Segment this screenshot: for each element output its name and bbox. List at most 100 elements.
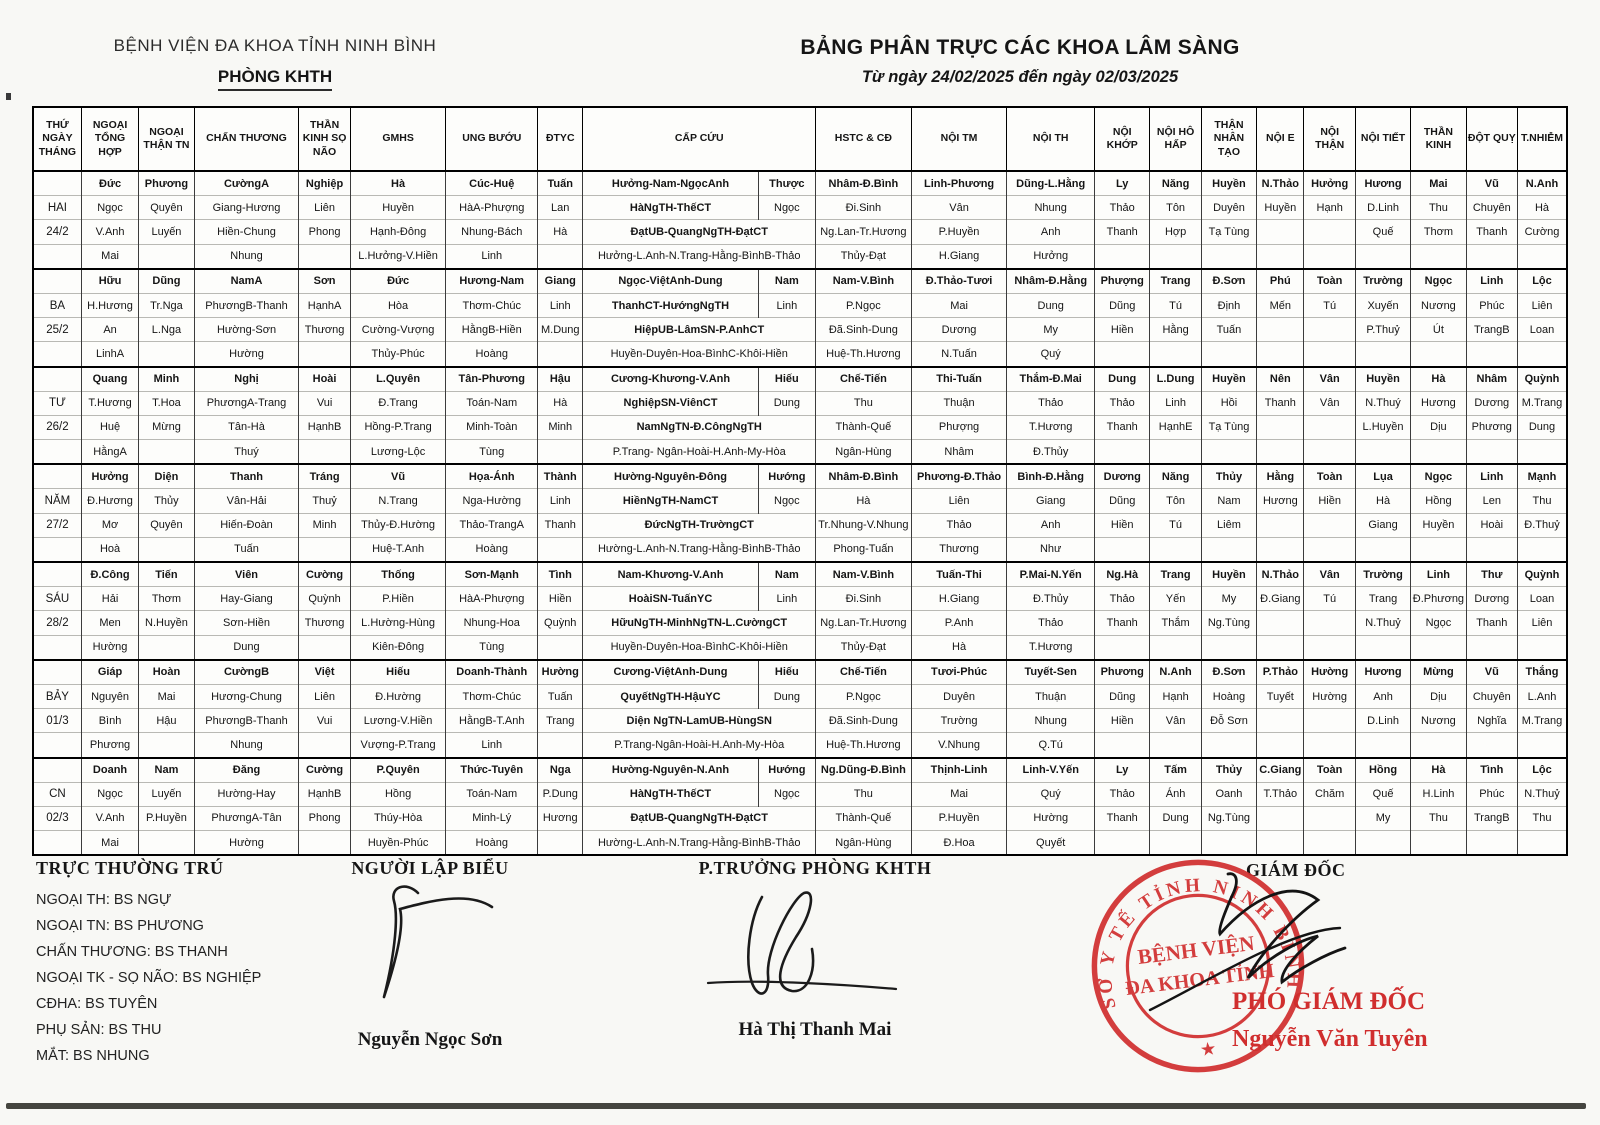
duty-cell: L.Hường-Hùng	[349, 610, 447, 636]
column-header-noi-ho-hap: NỘI HÔ HẤP	[1149, 106, 1202, 172]
duty-cell: 25/2	[32, 317, 82, 342]
duty-cell: Nương	[1410, 292, 1467, 318]
duty-cell: Linh	[1465, 267, 1518, 294]
duty-cell: Mừng	[138, 414, 195, 440]
table-row: Mai Nhung L.Hưởng-V.Hiền Linh Hưởng-L.Anh-N.…	[32, 243, 1568, 269]
column-header-than-kinh: THẦN KINH	[1410, 106, 1467, 172]
duty-cell: Phúc	[1465, 292, 1518, 318]
duty-cell: N.Trang	[349, 488, 447, 514]
duty-cell: Lộc	[1516, 756, 1568, 783]
duty-cell: Đ.Hường	[349, 683, 447, 709]
duty-cell	[32, 243, 82, 269]
duty-cell: Huyền	[1410, 512, 1467, 538]
duty-cell	[1354, 732, 1412, 758]
duty-cell: Bình-Đ.Hằng	[1006, 463, 1096, 489]
duty-cell: Bình	[80, 708, 140, 733]
duty-cell: Hay-Giang	[193, 586, 300, 611]
duty-cell: Ngọc	[757, 781, 817, 807]
duty-cell: Tuấn	[537, 683, 584, 709]
duty-cell: Hưởng	[1303, 170, 1356, 196]
duty-cell: Đ.Phương	[1410, 586, 1467, 611]
duty-cell: Quế	[1354, 781, 1412, 807]
duty-cell: Nhung-Bách	[445, 219, 539, 245]
duty-cell	[298, 243, 351, 269]
header-row: THỨ NGÀY THÁNG NGOẠI TỔNG HỢP NGOẠI THẬN…	[32, 106, 1568, 172]
duty-cell: Quang	[80, 365, 140, 392]
duty-cell	[138, 341, 195, 367]
duty-cell: Dương	[1465, 390, 1518, 416]
duty-cell	[1354, 536, 1412, 562]
duty-cell: Phúc	[1465, 781, 1518, 807]
duty-cell: Thủy-Đạt	[815, 634, 912, 660]
duty-cell: Vân	[1303, 561, 1356, 587]
duty-cell: Thắm-Đ.Mai	[1006, 365, 1096, 392]
duty-cell: Thược	[757, 170, 817, 196]
duty-cell: Hà	[1516, 195, 1568, 220]
duty-cell: BA	[32, 292, 82, 318]
duty-cell: Huyền-Phúc	[349, 830, 447, 856]
standby-duty-block: TRỰC THƯỜNG TRÚ NGOẠI TH: BS NGỰ NGOẠI TN…	[36, 858, 261, 1069]
duty-cell: Thức-Tuyên	[445, 756, 539, 783]
duty-cell	[1200, 439, 1258, 465]
duty-cell	[537, 830, 584, 856]
duty-cell: Huyền	[349, 195, 447, 220]
duty-cell: NĂM	[32, 488, 82, 514]
duty-cell	[1303, 512, 1356, 538]
duty-cell: Vũ	[1465, 170, 1518, 196]
duty-cell	[298, 536, 351, 562]
duty-cell: Hường-Sơn	[193, 317, 300, 342]
duty-cell: Hường-Hay	[193, 781, 300, 807]
duty-cell: Tú	[1303, 292, 1356, 318]
duty-cell: Dịu	[1410, 414, 1467, 440]
duty-cell	[1516, 243, 1568, 269]
duty-cell: Thủy-Phúc	[349, 341, 447, 367]
duty-cell: Hưởng	[80, 463, 140, 489]
duty-cell	[1256, 732, 1305, 758]
duty-cell: Hà	[910, 634, 1008, 660]
duty-cell: Vui	[298, 708, 351, 733]
duty-cell: Dung	[1149, 805, 1202, 831]
duty-cell: Thuận	[910, 390, 1008, 416]
duty-cell: Vân	[1303, 390, 1356, 416]
duty-cell: M.Trang	[1516, 708, 1568, 733]
duty-cell: Tuyết	[1256, 683, 1305, 709]
duty-cell: NamNgTN-Đ.CôngNgTH	[582, 414, 817, 440]
duty-cell: Đ.Hương	[80, 488, 140, 514]
duty-cell: Hương	[1354, 658, 1412, 685]
table-row: Mai Hường Huyền-Phúc Hoàng Hường-L.Anh-N.Tra…	[32, 830, 1568, 856]
standby-line: CĐHA: BS TUYÊN	[36, 996, 158, 1012]
duty-cell: Thống	[349, 561, 447, 587]
duty-cell	[1149, 341, 1202, 367]
duty-cell: Toàn	[1303, 756, 1356, 783]
duty-cell: Viên	[193, 561, 300, 587]
column-header-chan-thuong: CHẤN THƯƠNG	[193, 106, 300, 172]
duty-cell	[1303, 610, 1356, 636]
duty-cell: PhươngA-Tân	[193, 805, 300, 831]
duty-cell	[1410, 243, 1467, 269]
duty-cell: Tươi-Phúc	[910, 658, 1008, 685]
duty-cell: Quế	[1354, 219, 1412, 245]
duty-cell	[1256, 341, 1305, 367]
organization-block: BỆNH VIỆN ĐA KHOA TỈNH NINH BÌNH PHÒNG K…	[75, 36, 475, 91]
duty-cell: Hạnh-Đông	[349, 219, 447, 245]
duty-cell: Thúy-Hòa	[349, 805, 447, 831]
duty-cell: Thư	[1465, 561, 1518, 587]
duty-cell: 28/2	[32, 610, 82, 636]
duty-cell: 01/3	[32, 708, 82, 733]
duty-cell: Quyên	[138, 512, 195, 538]
duty-cell: Như	[1006, 536, 1096, 562]
org-name: BỆNH VIỆN ĐA KHOA TỈNH NINH BÌNH	[113, 36, 437, 55]
duty-cell: Hạnh	[1303, 195, 1356, 220]
duty-cell: Thanh	[1465, 219, 1518, 245]
duty-cell: NghiệpSN-ViênCT	[582, 390, 759, 416]
duty-cell: TƯ	[32, 390, 82, 416]
duty-cell: HạnhA	[298, 292, 351, 318]
duty-cell: Phú	[1256, 267, 1305, 294]
duty-cell	[32, 267, 82, 294]
duty-cell: Chế-Tiến	[815, 365, 912, 392]
duty-cell: QuyếtNgTH-HậuYC	[582, 683, 759, 709]
duty-cell: Út	[1410, 317, 1467, 342]
duty-cell: Ly	[1094, 756, 1151, 783]
duty-cell: Đ.Trang	[349, 390, 447, 416]
